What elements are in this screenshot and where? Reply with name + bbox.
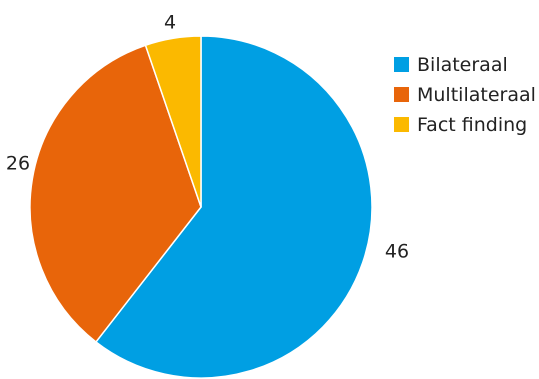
legend-swatch-bilateraal (394, 57, 409, 72)
pie-slice-bilateraal (95, 35, 373, 379)
data-label-bilateraal: 46 (385, 241, 409, 263)
legend-label-multilateraal: Multilateraal (417, 84, 536, 106)
legend-label-bilateraal: Bilateraal (417, 54, 508, 76)
pie-slice-fact-finding (144, 35, 202, 208)
data-label-multilateraal: 26 (6, 153, 30, 175)
legend: Bilateraal Multilateraal Fact finding (394, 54, 536, 136)
legend-swatch-fact-finding (394, 117, 409, 132)
pie-slice-multilateraal (29, 44, 202, 343)
data-label-fact-finding: 4 (164, 12, 176, 34)
pie-slices (29, 35, 373, 379)
data-labels: 46 26 4 (6, 12, 409, 263)
legend-label-fact-finding: Fact finding (417, 114, 527, 136)
legend-swatch-multilateraal (394, 87, 409, 102)
